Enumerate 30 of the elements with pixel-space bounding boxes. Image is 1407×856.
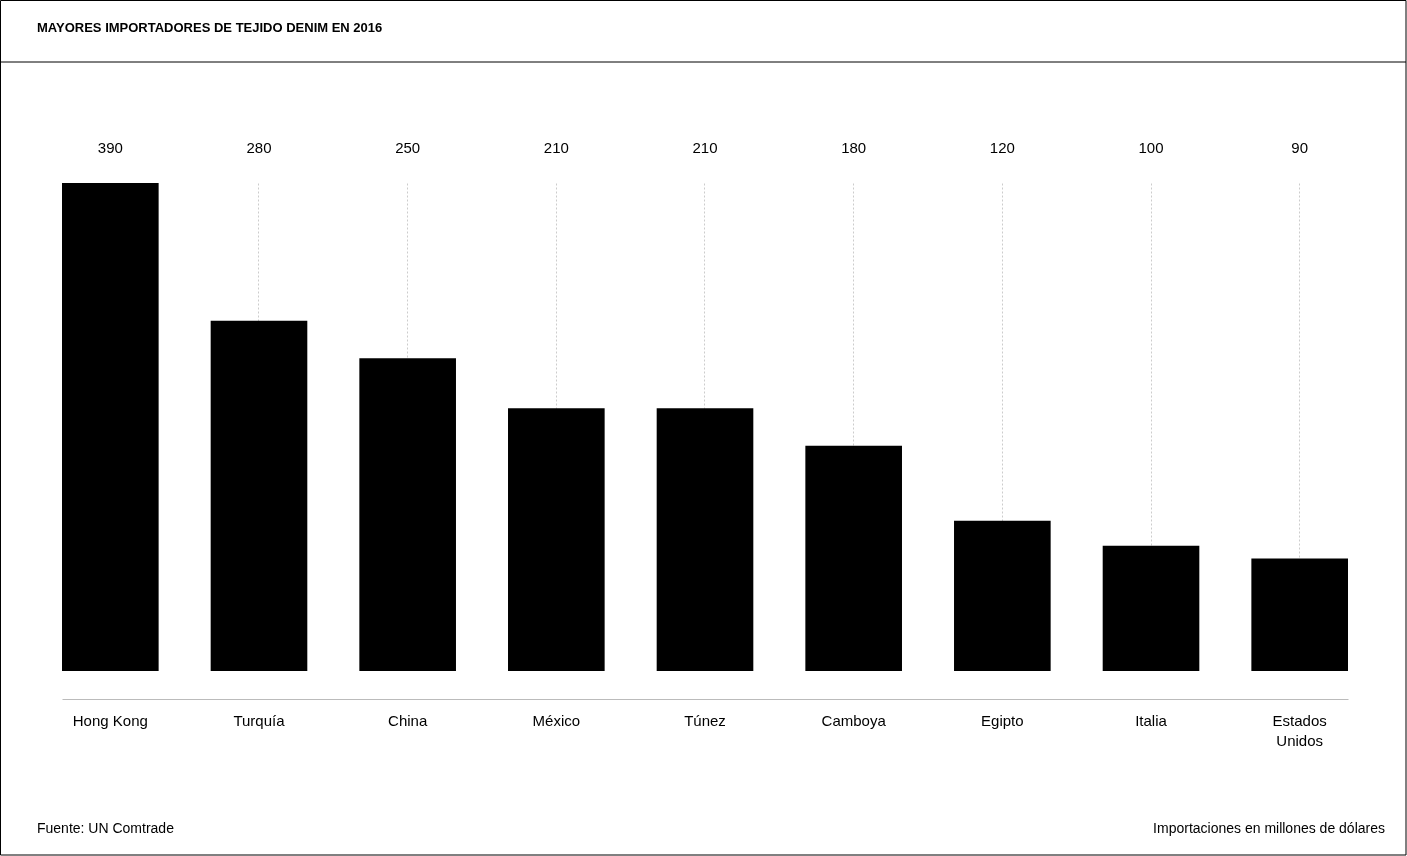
text: Importaciones en millones de dólares bbox=[1153, 820, 1385, 836]
bar bbox=[805, 445, 902, 671]
x-tick-label: Egipto bbox=[981, 711, 1024, 729]
bar bbox=[62, 183, 159, 671]
bar bbox=[954, 520, 1051, 671]
bar bbox=[1251, 558, 1348, 671]
source-note: Fuente: UN Comtrade bbox=[37, 820, 175, 836]
data-label: 90 bbox=[1291, 139, 1309, 156]
data-label: 210 bbox=[543, 139, 569, 156]
x-tick-label: Camboya bbox=[821, 711, 887, 729]
bar bbox=[1102, 545, 1200, 671]
data-label: 180 bbox=[841, 139, 867, 156]
bar bbox=[359, 358, 456, 671]
x-tick-label: Túnez bbox=[684, 711, 726, 729]
data-label: 250 bbox=[395, 139, 421, 156]
x-tick-label: Hong Kong bbox=[72, 711, 148, 729]
chart-title: MAYORES IMPORTADORES DE TEJIDO DENIM EN 2016 bbox=[37, 20, 383, 35]
data-label: 390 bbox=[97, 139, 123, 156]
data-label: 280 bbox=[246, 139, 272, 156]
x-tick-label: México bbox=[532, 711, 581, 729]
x-tick-label: China bbox=[388, 711, 428, 729]
bar bbox=[508, 408, 605, 671]
x-tick-label: Italia bbox=[1135, 711, 1168, 729]
x-tick-label: Turquía bbox=[233, 711, 286, 729]
x-tick-label: Estados Unidos bbox=[1272, 711, 1327, 749]
data-label: 210 bbox=[692, 139, 718, 156]
data-label: 120 bbox=[989, 139, 1015, 156]
bar bbox=[656, 408, 754, 671]
bar bbox=[210, 320, 308, 671]
data-label: 100 bbox=[1138, 139, 1164, 156]
